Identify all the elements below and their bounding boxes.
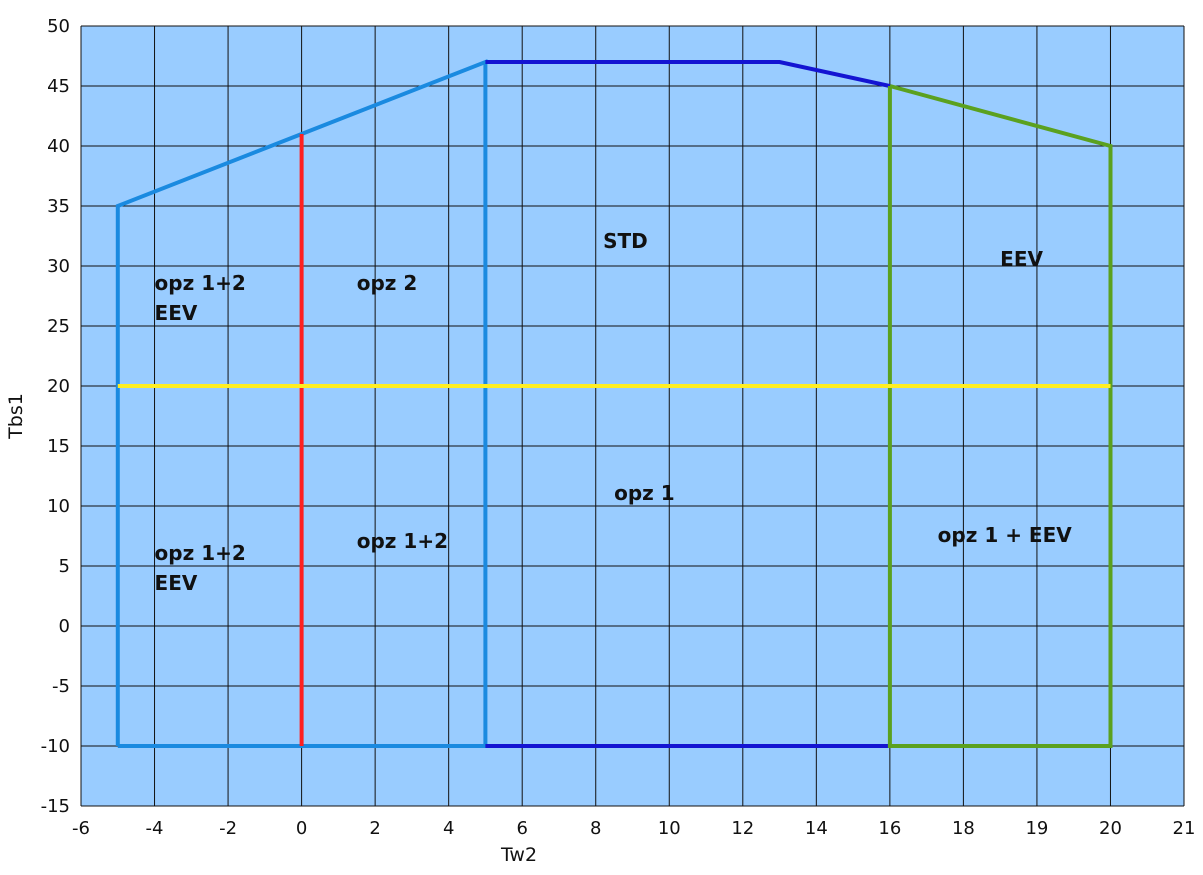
series-layer bbox=[115, 59, 1113, 748]
x-tick-label: 6 bbox=[516, 818, 527, 839]
y-tick-label: -15 bbox=[41, 796, 70, 817]
zone-label-line: STD bbox=[603, 229, 648, 253]
zone-label-line: EEV bbox=[155, 301, 198, 325]
zone-label-line: opz 1 bbox=[614, 481, 675, 505]
x-tick-label: -6 bbox=[72, 818, 90, 839]
x-tick-label: 19 bbox=[1025, 818, 1048, 839]
y-tick-label: 30 bbox=[47, 256, 70, 277]
zone-label-line: EEV bbox=[155, 571, 198, 595]
y-tick-label: 5 bbox=[59, 556, 70, 577]
zone-label-line: opz 2 bbox=[357, 271, 418, 295]
y-tick-label: -5 bbox=[52, 676, 70, 697]
zone-label-0: opz 1+2 EEV bbox=[155, 271, 246, 325]
series-line-1 bbox=[485, 60, 891, 88]
y-tick-label: 45 bbox=[47, 76, 70, 97]
y-axis-label: Tbs1 bbox=[5, 393, 27, 440]
y-tick-label: 20 bbox=[47, 376, 70, 397]
y-tick-label: 35 bbox=[47, 196, 70, 217]
x-axis-label: Tw2 bbox=[500, 844, 537, 866]
x-tick-label: 21 bbox=[1173, 818, 1196, 839]
zone-label-5: opz 1+2 EEV bbox=[155, 541, 246, 595]
y-tick-label: 15 bbox=[47, 436, 70, 457]
x-tick-label: 4 bbox=[443, 818, 454, 839]
x-tick-label: 18 bbox=[952, 818, 975, 839]
y-tick-label: 10 bbox=[47, 496, 70, 517]
x-tick-label: 8 bbox=[590, 818, 601, 839]
plot-area bbox=[81, 26, 1184, 806]
y-tick-label: -10 bbox=[41, 736, 70, 757]
x-tick-label: -2 bbox=[219, 818, 237, 839]
zone-label-2: STD bbox=[603, 229, 648, 253]
x-tick-label: 14 bbox=[805, 818, 828, 839]
y-tick-label: 40 bbox=[47, 136, 70, 157]
zone-label-line: opz 1 + EEV bbox=[938, 523, 1073, 547]
y-tick-label: 0 bbox=[59, 616, 70, 637]
x-axis-ticks: -6 -4 -2 0 2 4 6 8 10 12 14 16 18 19 20 21 bbox=[72, 818, 1195, 839]
x-tick-label: 0 bbox=[296, 818, 307, 839]
zone-label-4: opz 1 bbox=[614, 481, 675, 505]
zone-label-6: opz 1+2 bbox=[357, 529, 448, 553]
zone-label-line: opz 1+2 bbox=[155, 271, 246, 295]
zone-label-7: opz 1 + EEV bbox=[938, 523, 1073, 547]
series-line-0 bbox=[115, 59, 488, 748]
zone-label-line: opz 1+2 bbox=[155, 541, 246, 565]
zone-label-1: opz 2 bbox=[357, 271, 418, 295]
x-tick-label: 16 bbox=[878, 818, 901, 839]
x-tick-label: -4 bbox=[146, 818, 164, 839]
x-tick-label: 20 bbox=[1099, 818, 1122, 839]
y-tick-label: 25 bbox=[47, 316, 70, 337]
y-tick-label: 50 bbox=[47, 16, 70, 37]
x-tick-label: 10 bbox=[658, 818, 681, 839]
zone-label-3: EEV bbox=[1000, 247, 1043, 271]
x-tick-label: 12 bbox=[731, 818, 754, 839]
zone-label-line: EEV bbox=[1000, 247, 1043, 271]
series-line-3 bbox=[887, 84, 1113, 748]
zone-label-line: opz 1+2 bbox=[357, 529, 448, 553]
x-tick-label: 2 bbox=[369, 818, 380, 839]
